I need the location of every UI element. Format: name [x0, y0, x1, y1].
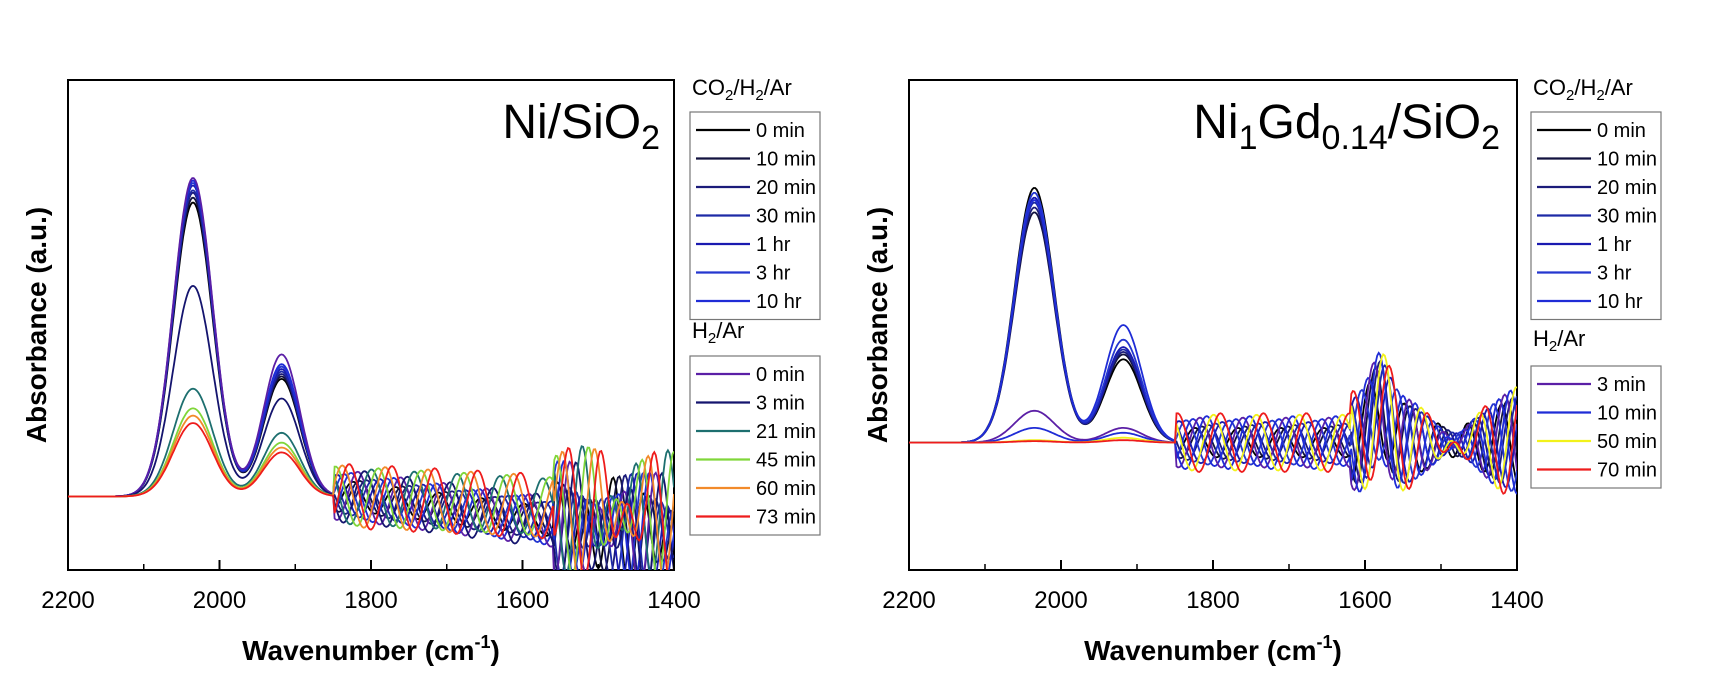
series-line-1-4 — [68, 414, 674, 570]
legend-label: 60 min — [756, 478, 816, 500]
legend-label: 21 min — [756, 421, 816, 443]
legend-label: 20 min — [1597, 177, 1657, 199]
legend-label: 3 min — [756, 393, 805, 415]
x-tick-label: 2000 — [193, 587, 246, 614]
legend-label: 10 min — [1597, 149, 1657, 171]
series-line-1-2 — [68, 387, 674, 570]
x-axis-title: Wavenumber (cm-1) — [242, 632, 500, 666]
y-axis-title: Absorbance (a.u.) — [21, 207, 52, 443]
series-line-1-3 — [909, 364, 1517, 495]
x-tick-label: 1800 — [344, 587, 397, 614]
series-lines — [909, 187, 1517, 495]
x-tick-label: 2200 — [882, 587, 935, 614]
x-tick-label: 1400 — [1490, 587, 1543, 614]
y-axis-title: Absorbance (a.u.) — [862, 207, 893, 443]
legend-label: 10 hr — [756, 291, 802, 313]
legend-label: 1 hr — [756, 234, 791, 256]
legend-box — [1530, 365, 1662, 489]
legend-label: 3 hr — [1597, 263, 1632, 285]
legend-label: 45 min — [756, 450, 816, 472]
legend-label: 30 min — [1597, 206, 1657, 228]
plot-frame — [908, 79, 1518, 571]
legend-label: 70 min — [1597, 460, 1657, 482]
legend-group-title: CO2​/H2​/Ar — [1533, 75, 1633, 104]
legend-label: 3 min — [1597, 374, 1646, 396]
legend-label: 30 min — [756, 206, 816, 228]
series-line-0-3 — [68, 189, 674, 570]
legend-label: 1 hr — [1597, 234, 1632, 256]
series-line-1-3 — [68, 407, 674, 570]
panel-title: Ni1​Gd0.14​/SiO2​ — [1193, 96, 1500, 157]
x-tick-label: 1600 — [496, 587, 549, 614]
legend-group-title: CO2​/H2​/Ar — [692, 75, 792, 104]
panel-title: Ni/SiO2​ — [502, 96, 660, 157]
legend-label: 10 hr — [1597, 291, 1643, 313]
x-tick-label: 1600 — [1338, 587, 1391, 614]
legend-label: 0 min — [756, 120, 805, 142]
legend-label: 10 min — [756, 149, 816, 171]
legend-label: 10 min — [1597, 403, 1657, 425]
legend-label: 3 hr — [756, 263, 791, 285]
legend-label: 20 min — [756, 177, 816, 199]
legend-label: 0 min — [756, 364, 805, 386]
chart-panel-ni1gd-sio2: 2200 2000 1800 1600 1400 Wavenumber (cm-1) Abs… — [862, 75, 1662, 666]
x-axis-title: Wavenumber (cm-1) — [1084, 632, 1342, 666]
legend-label: 0 min — [1597, 120, 1646, 142]
legend-label: 50 min — [1597, 431, 1657, 453]
series-line-1-5 — [68, 422, 674, 570]
x-tick-label: 1400 — [647, 587, 700, 614]
x-tick-label: 1800 — [1186, 587, 1239, 614]
legend-label: 73 min — [756, 507, 816, 529]
x-tick-label: 2200 — [41, 587, 94, 614]
legend-group-title: H2​/Ar — [692, 318, 744, 347]
legend-box — [689, 355, 821, 536]
chart-panel-ni-sio2: 2200 2000 1800 1600 1400 Wavenumber (cm-1) Abs… — [21, 75, 821, 666]
series-lines — [68, 177, 674, 570]
x-tick-label: 2000 — [1034, 587, 1087, 614]
legend-group-title: H2​/Ar — [1533, 326, 1585, 355]
